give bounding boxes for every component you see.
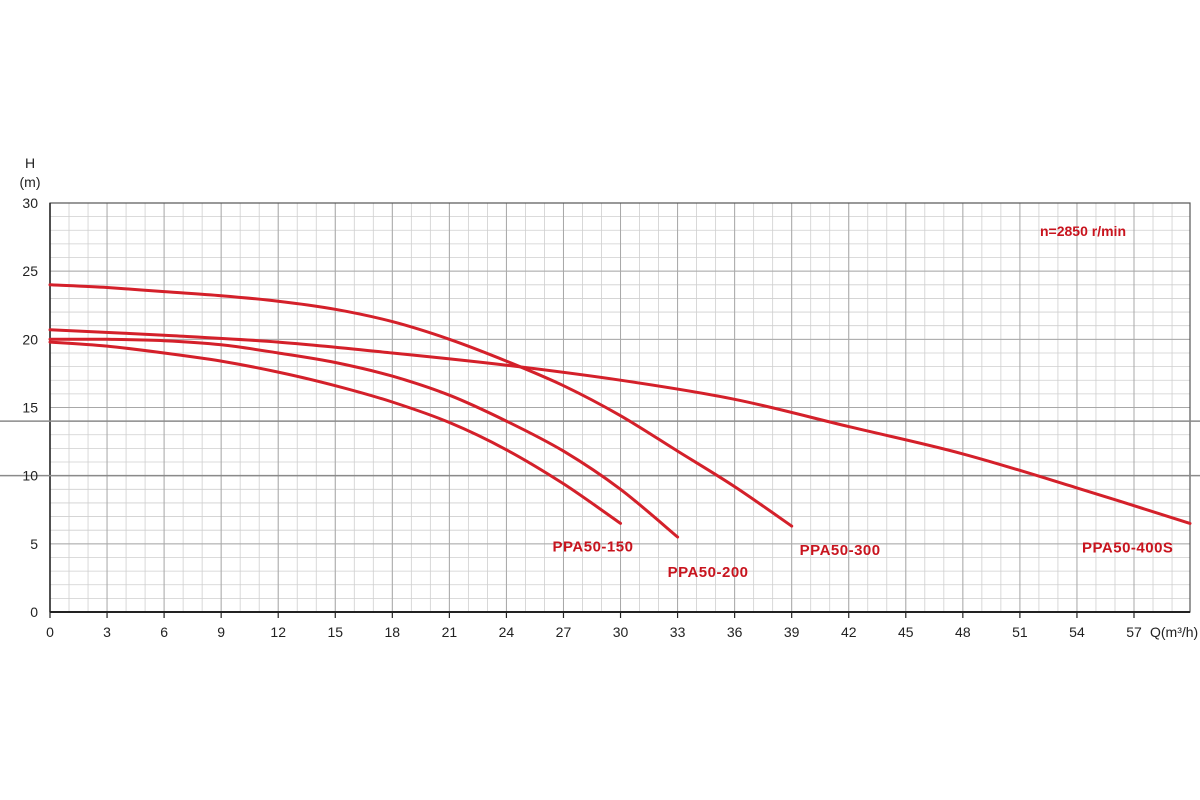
curve-ppa50-300 (48, 283, 794, 528)
x-tick-label: 18 (385, 624, 401, 640)
x-tick-label: 51 (1012, 624, 1028, 640)
series-label: PPA50-400S (1082, 539, 1173, 556)
curve-ppa50-200 (48, 337, 680, 539)
curve-ppa50-400s (48, 328, 1192, 525)
y-tick-label: 10 (22, 468, 38, 484)
pump-curves (48, 283, 1192, 539)
x-tick-label: 30 (613, 624, 629, 640)
x-axis-label: Q(m³/h) (1150, 624, 1198, 640)
series-label: PPA50-300 (800, 542, 881, 559)
y-tick-label: 30 (22, 195, 38, 211)
x-tick-label: 57 (1126, 624, 1142, 640)
x-tick-label: 0 (46, 624, 54, 640)
curve-labels: PPA50-150 PPA50-200 PPA50-300 PPA50-400S (553, 538, 1173, 581)
x-tick-label: 27 (556, 624, 572, 640)
x-tick-label: 6 (160, 624, 168, 640)
y-tick-label: 0 (30, 604, 38, 620)
series-label: PPA50-150 (553, 538, 634, 555)
x-tick-label: 15 (327, 624, 343, 640)
y-tick-label: 5 (30, 536, 38, 552)
y-tick-label: 25 (22, 263, 38, 279)
x-tick-label: 54 (1069, 624, 1085, 640)
y-tick-label: 15 (22, 400, 38, 416)
x-tick-label: 3 (103, 624, 111, 640)
x-tick-label: 9 (217, 624, 225, 640)
x-tick-label: 24 (499, 624, 515, 640)
curve-ppa50-150 (48, 340, 622, 525)
x-tick-label: 42 (841, 624, 857, 640)
x-tick-label: 45 (898, 624, 914, 640)
tick-labels: 0 3 6 9 12 15 18 21 24 27 30 33 36 39 42 45 48 51 54 570510… (22, 195, 1142, 640)
y-tick-label: 20 (22, 331, 38, 347)
x-tick-label: 48 (955, 624, 971, 640)
x-tick-label: 36 (727, 624, 743, 640)
x-tick-label: 39 (784, 624, 800, 640)
y-axis-label-unit: (m) (20, 174, 41, 190)
series-label: PPA50-200 (668, 564, 749, 581)
speed-annotation: n=2850 r/min (1040, 223, 1126, 239)
x-tick-label: 12 (270, 624, 286, 640)
x-tick-label: 21 (442, 624, 458, 640)
y-axis-label-h: H (25, 155, 35, 171)
x-tick-label: 33 (670, 624, 686, 640)
